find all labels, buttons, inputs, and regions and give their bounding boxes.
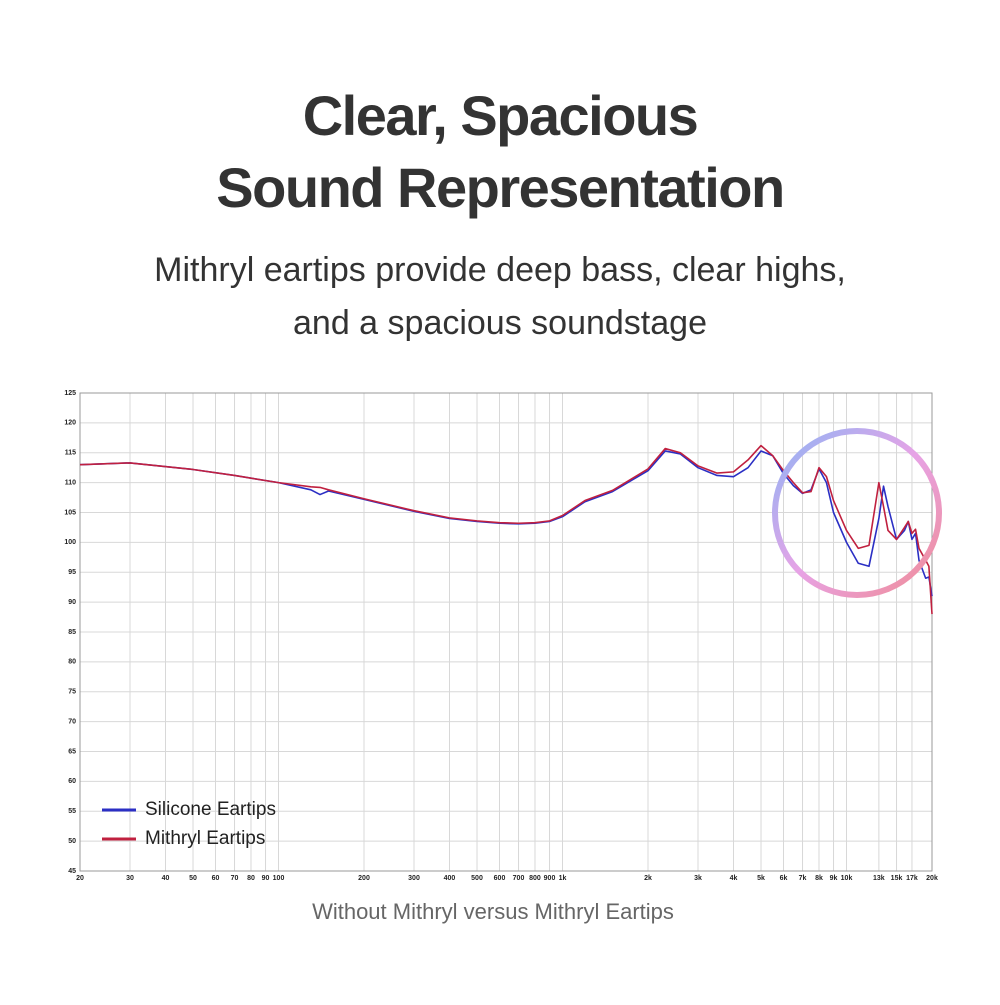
x-tick-label: 50 [189, 875, 197, 882]
x-tick-label: 90 [262, 875, 270, 882]
x-tick-label: 2k [644, 875, 652, 882]
y-tick-label: 60 [68, 778, 76, 785]
y-tick-label: 45 [68, 868, 76, 875]
x-tick-label: 10k [841, 875, 853, 882]
x-tick-label: 13k [873, 875, 885, 882]
x-tick-label: 60 [212, 875, 220, 882]
x-tick-label: 80 [247, 875, 255, 882]
title-line: Sound Representation [216, 156, 783, 219]
x-tick-label: 40 [162, 875, 170, 882]
x-tick-label: 200 [358, 875, 370, 882]
y-tick-label: 105 [64, 509, 76, 516]
y-tick-label: 115 [65, 450, 76, 457]
legend: Silicone Eartips Mithryl Eartips [102, 799, 276, 849]
subtitle-line: and a spacious soundstage [293, 304, 707, 342]
subtitle-line: Mithryl eartips provide deep bass, clear… [154, 251, 846, 289]
x-tick-label: 20 [76, 875, 84, 882]
x-tick-label: 600 [494, 875, 506, 882]
x-tick-label: 20k [926, 875, 938, 882]
x-tick-label: 30 [126, 875, 134, 882]
x-tick-label: 17k [906, 875, 918, 882]
x-tick-label: 800 [529, 875, 541, 882]
y-tick-label: 90 [68, 599, 76, 606]
legend-label: Silicone Eartips [145, 799, 276, 820]
x-tick-label: 3k [694, 875, 702, 882]
y-tick-label: 75 [68, 689, 76, 696]
y-tick-label: 55 [68, 808, 76, 815]
x-tick-label: 70 [231, 875, 239, 882]
caption: Without Mithryl versus Mithryl Eartips [312, 899, 674, 924]
highlight-ring [772, 428, 942, 598]
series-line [79, 444, 933, 615]
x-tick-label: 500 [471, 875, 483, 882]
x-tick-label: 4k [730, 875, 738, 882]
x-tick-label: 1k [559, 875, 567, 882]
x-tick-label: 100 [273, 875, 285, 882]
x-tick-label: 8k [815, 875, 823, 882]
y-tick-label: 120 [64, 420, 76, 427]
x-tick-label: 400 [444, 875, 456, 882]
x-tick-label: 9k [830, 875, 838, 882]
y-tick-label: 100 [64, 539, 76, 546]
y-tick-label: 95 [68, 569, 76, 576]
x-tick-label: 900 [544, 875, 556, 882]
x-tick-label: 6k [780, 875, 788, 882]
plot-frame [79, 392, 933, 872]
y-tick-label: 125 [64, 390, 76, 397]
x-tick-label: 700 [513, 875, 525, 882]
x-tick-label: 300 [408, 875, 420, 882]
y-tick-label: 65 [68, 748, 76, 755]
title-line: Clear, Spacious [303, 84, 698, 147]
x-tick-label: 15k [891, 875, 903, 882]
y-tick-label: 110 [65, 479, 76, 486]
legend-label: Mithryl Eartips [145, 828, 265, 849]
x-tick-label: 7k [799, 875, 807, 882]
y-tick-label: 70 [68, 718, 76, 725]
y-tick-label: 50 [68, 838, 76, 845]
y-tick-label: 80 [68, 659, 76, 666]
x-tick-label: 5k [757, 875, 765, 882]
plot [79, 444, 933, 615]
y-tick-label: 85 [68, 629, 76, 636]
